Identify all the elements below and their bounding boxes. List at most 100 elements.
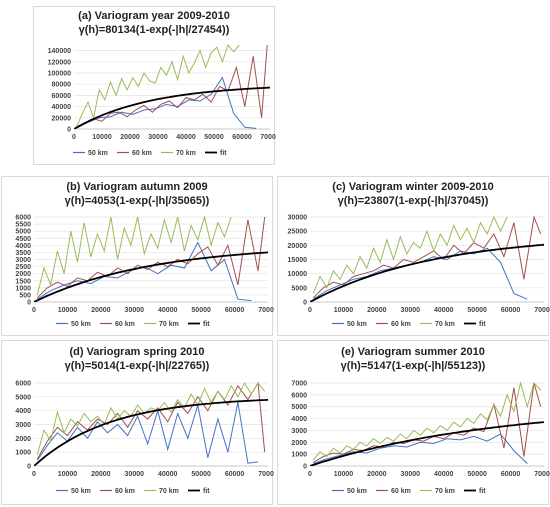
fit-curve: [74, 86, 271, 129]
x-tick-label: 50000: [467, 471, 487, 478]
legend-label: 70 km: [176, 150, 196, 157]
y-tick-label: 2500: [15, 264, 31, 271]
series-line-70-km: [312, 381, 542, 461]
fit-curve: [34, 398, 269, 466]
y-tick-label: 1000: [15, 285, 31, 292]
series-line-70-km: [312, 215, 508, 294]
legend-label: fit: [203, 488, 210, 495]
x-tick-label: 60000: [225, 307, 245, 314]
x-tick-label: 0: [308, 471, 312, 478]
fit-curve: [310, 243, 545, 302]
legend-label: 50 km: [347, 321, 367, 328]
y-tick-label: 1500: [15, 278, 31, 285]
y-tick-label: 3000: [15, 422, 31, 429]
y-tick-label: 500: [19, 292, 31, 299]
panel-e: (e) Variogram summer 2010 γ(h)=5147(1-ex…: [277, 340, 550, 505]
y-tick-label: 140000: [48, 48, 71, 55]
y-tick-label: 4000: [15, 243, 31, 250]
x-tick-label: 30000: [125, 471, 145, 478]
panel-d: (d) Variogram spring 2010 γ(h)=5014(1-ex…: [1, 340, 274, 505]
x-tick-label: 60000: [225, 471, 245, 478]
x-tick-label: 20000: [120, 134, 140, 141]
fit-curve: [310, 421, 545, 466]
legend-label: 60 km: [132, 150, 152, 157]
legend-label: 50 km: [88, 150, 108, 157]
y-tick-label: 20000: [52, 115, 72, 122]
y-tick-label: 0: [303, 464, 307, 471]
x-tick-label: 40000: [434, 307, 454, 314]
legend-label: 50 km: [71, 321, 91, 328]
x-tick-label: 60000: [232, 134, 252, 141]
y-tick-label: 1000: [15, 450, 31, 457]
chart-title: (c) Variogram winter 2009-2010: [332, 181, 494, 193]
x-tick-label: 30000: [401, 471, 421, 478]
plot-area: [34, 215, 269, 302]
chart-formula: γ(h)=80134(1-exp(-|h|/27454)): [78, 24, 230, 36]
y-tick-label: 5000: [15, 394, 31, 401]
x-tick-label: 0: [72, 134, 76, 141]
chart-title: (b) Variogram autumn 2009: [66, 181, 208, 193]
y-tick-label: 25000: [288, 229, 308, 236]
y-tick-label: 1000: [291, 452, 307, 459]
chart-b: 0500100015002000250030003500400045005000…: [15, 215, 274, 329]
x-tick-label: 50000: [467, 307, 487, 314]
x-tick-label: 50000: [191, 307, 211, 314]
y-tick-label: 0: [27, 300, 31, 307]
x-tick-label: 20000: [367, 471, 387, 478]
x-tick-label: 10000: [334, 471, 354, 478]
y-tick-label: 5000: [15, 229, 31, 236]
legend-label: 50 km: [71, 488, 91, 495]
panel-b: (b) Variogram autumn 2009 γ(h)=4053(1-ex…: [1, 176, 274, 336]
series-line-70-km: [36, 381, 266, 456]
series-line-50-km: [76, 76, 257, 129]
x-tick-label: 40000: [158, 471, 178, 478]
chart-formula: γ(h)=23807(1-exp(-|h|/37045)): [337, 195, 489, 207]
x-tick-label: 20000: [367, 307, 387, 314]
x-tick-label: 60000: [501, 471, 521, 478]
y-tick-label: 3500: [15, 250, 31, 257]
x-tick-label: 10000: [334, 307, 354, 314]
legend-label: fit: [220, 150, 227, 157]
plot-area: [74, 43, 271, 129]
legend-label: 70 km: [159, 321, 179, 328]
y-tick-label: 5500: [15, 222, 31, 229]
x-tick-label: 0: [32, 307, 36, 314]
y-tick-label: 6000: [15, 381, 31, 388]
plot-area: [310, 381, 545, 466]
chart-formula: γ(h)=5014(1-exp(-|h|/22765)): [64, 360, 210, 372]
chart-formula: γ(h)=5147(1-exp(-|h|/55123)): [340, 360, 486, 372]
y-tick-label: 5000: [291, 404, 307, 411]
x-tick-label: 10000: [58, 471, 78, 478]
chart-a: 0 20000 40000 60000 80000 100000 120000 140000 0…: [48, 43, 276, 157]
y-tick-label: 0: [67, 127, 71, 134]
x-tick-label: 50000: [191, 471, 211, 478]
plot-area: [34, 381, 269, 466]
series-line-60-km: [312, 215, 542, 299]
x-tick-label: 0: [32, 471, 36, 478]
x-tick-label: 40000: [176, 134, 196, 141]
y-tick-label: 2000: [15, 271, 31, 278]
legend-label: 70 km: [435, 488, 455, 495]
series-line-60-km: [76, 44, 268, 129]
y-tick-label: 2000: [15, 436, 31, 443]
x-tick-label: 10000: [58, 307, 78, 314]
legend-label: fit: [203, 321, 210, 328]
x-tick-label: 30000: [125, 307, 145, 314]
series-line-50-km: [36, 402, 259, 464]
x-tick-label: 0: [308, 307, 312, 314]
y-tick-label: 0: [303, 300, 307, 307]
plot-area: [310, 215, 545, 302]
y-tick-label: 4000: [291, 416, 307, 423]
y-tick-label: 7000: [291, 381, 307, 388]
y-tick-label: 40000: [52, 104, 72, 111]
x-tick-label: 30000: [148, 134, 168, 141]
y-tick-label: 6000: [15, 215, 31, 222]
legend-label: 60 km: [391, 321, 411, 328]
y-tick-label: 3000: [291, 428, 307, 435]
legend-label: 70 km: [159, 488, 179, 495]
x-tick-label: 10000: [92, 134, 112, 141]
x-tick-label: 30000: [401, 307, 421, 314]
